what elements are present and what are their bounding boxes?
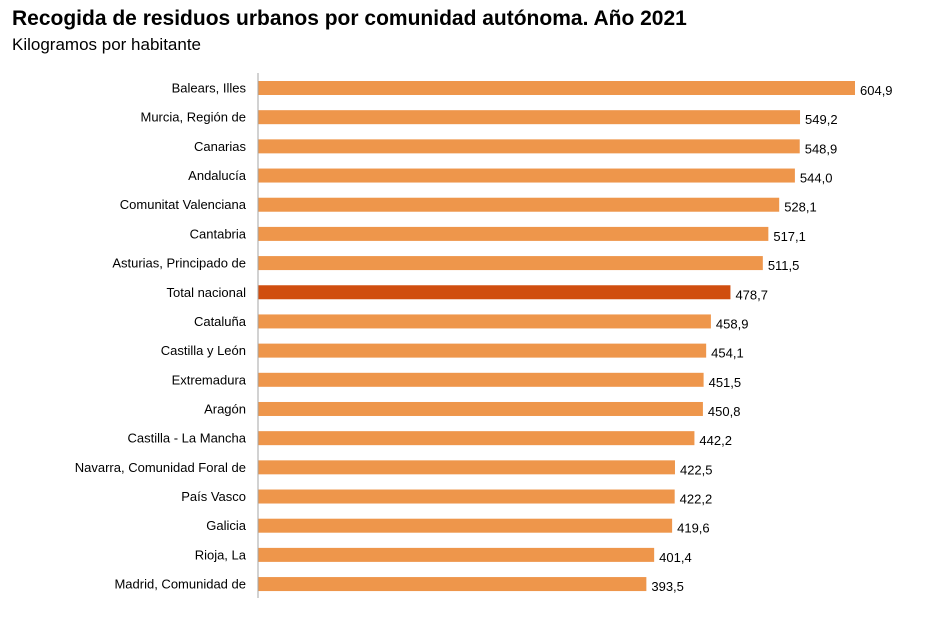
data-label: 451,5 bbox=[709, 375, 742, 390]
category-label: Asturias, Principado de bbox=[112, 256, 246, 271]
bar bbox=[258, 343, 707, 358]
category-label: Cantabria bbox=[190, 226, 247, 241]
category-label: Madrid, Comunidad de bbox=[114, 577, 246, 592]
data-label: 422,2 bbox=[680, 492, 713, 507]
bar bbox=[258, 372, 704, 387]
category-label: Balears, Illes bbox=[172, 81, 247, 96]
data-label: 517,1 bbox=[773, 229, 806, 244]
bar bbox=[258, 489, 675, 504]
category-label: Castilla - La Mancha bbox=[128, 431, 247, 446]
chart-title: Recogida de residuos urbanos por comunid… bbox=[12, 7, 687, 30]
category-label: País Vasco bbox=[181, 489, 246, 504]
category-label: Cataluña bbox=[194, 314, 247, 329]
category-label: Aragón bbox=[204, 401, 246, 416]
bar bbox=[258, 547, 655, 562]
bar bbox=[258, 168, 795, 183]
data-label: 511,5 bbox=[768, 258, 800, 273]
category-label: Galicia bbox=[206, 518, 247, 533]
chart-subtitle: Kilogramos por habitante bbox=[12, 35, 202, 54]
bar bbox=[258, 256, 763, 271]
data-label: 442,2 bbox=[699, 433, 732, 448]
category-label: Extremadura bbox=[172, 372, 247, 387]
data-label: 548,9 bbox=[805, 141, 838, 156]
category-label: Navarra, Comunidad Foral de bbox=[75, 460, 246, 475]
bar bbox=[258, 577, 647, 592]
category-label: Rioja, La bbox=[195, 547, 247, 562]
bar bbox=[258, 518, 673, 533]
category-label: Murcia, Región de bbox=[141, 110, 247, 125]
data-label: 528,1 bbox=[784, 200, 817, 215]
category-label: Andalucía bbox=[188, 168, 247, 183]
bar bbox=[258, 110, 801, 125]
category-label: Castilla y León bbox=[161, 343, 246, 358]
category-label: Canarias bbox=[194, 139, 247, 154]
category-label: Total nacional bbox=[167, 285, 247, 300]
data-label: 544,0 bbox=[800, 171, 833, 186]
data-label: 419,6 bbox=[677, 521, 710, 536]
data-label: 478,7 bbox=[735, 287, 768, 302]
bar bbox=[258, 401, 703, 416]
bar bbox=[258, 139, 800, 154]
bar bbox=[258, 197, 780, 212]
category-label: Comunitat Valenciana bbox=[120, 197, 247, 212]
bar bbox=[258, 460, 675, 475]
bar bbox=[258, 285, 731, 300]
bar bbox=[258, 81, 855, 95]
data-label: 549,2 bbox=[805, 112, 838, 127]
data-label: 454,1 bbox=[711, 346, 744, 361]
data-label: 458,9 bbox=[716, 316, 749, 331]
data-label: 450,8 bbox=[708, 404, 741, 419]
bar bbox=[258, 314, 711, 329]
bar bbox=[258, 226, 769, 241]
data-label: 393,5 bbox=[651, 579, 684, 594]
data-label: 422,5 bbox=[680, 462, 713, 477]
bar bbox=[258, 431, 695, 446]
data-label: 604,9 bbox=[860, 83, 893, 98]
data-label: 401,4 bbox=[659, 550, 692, 565]
